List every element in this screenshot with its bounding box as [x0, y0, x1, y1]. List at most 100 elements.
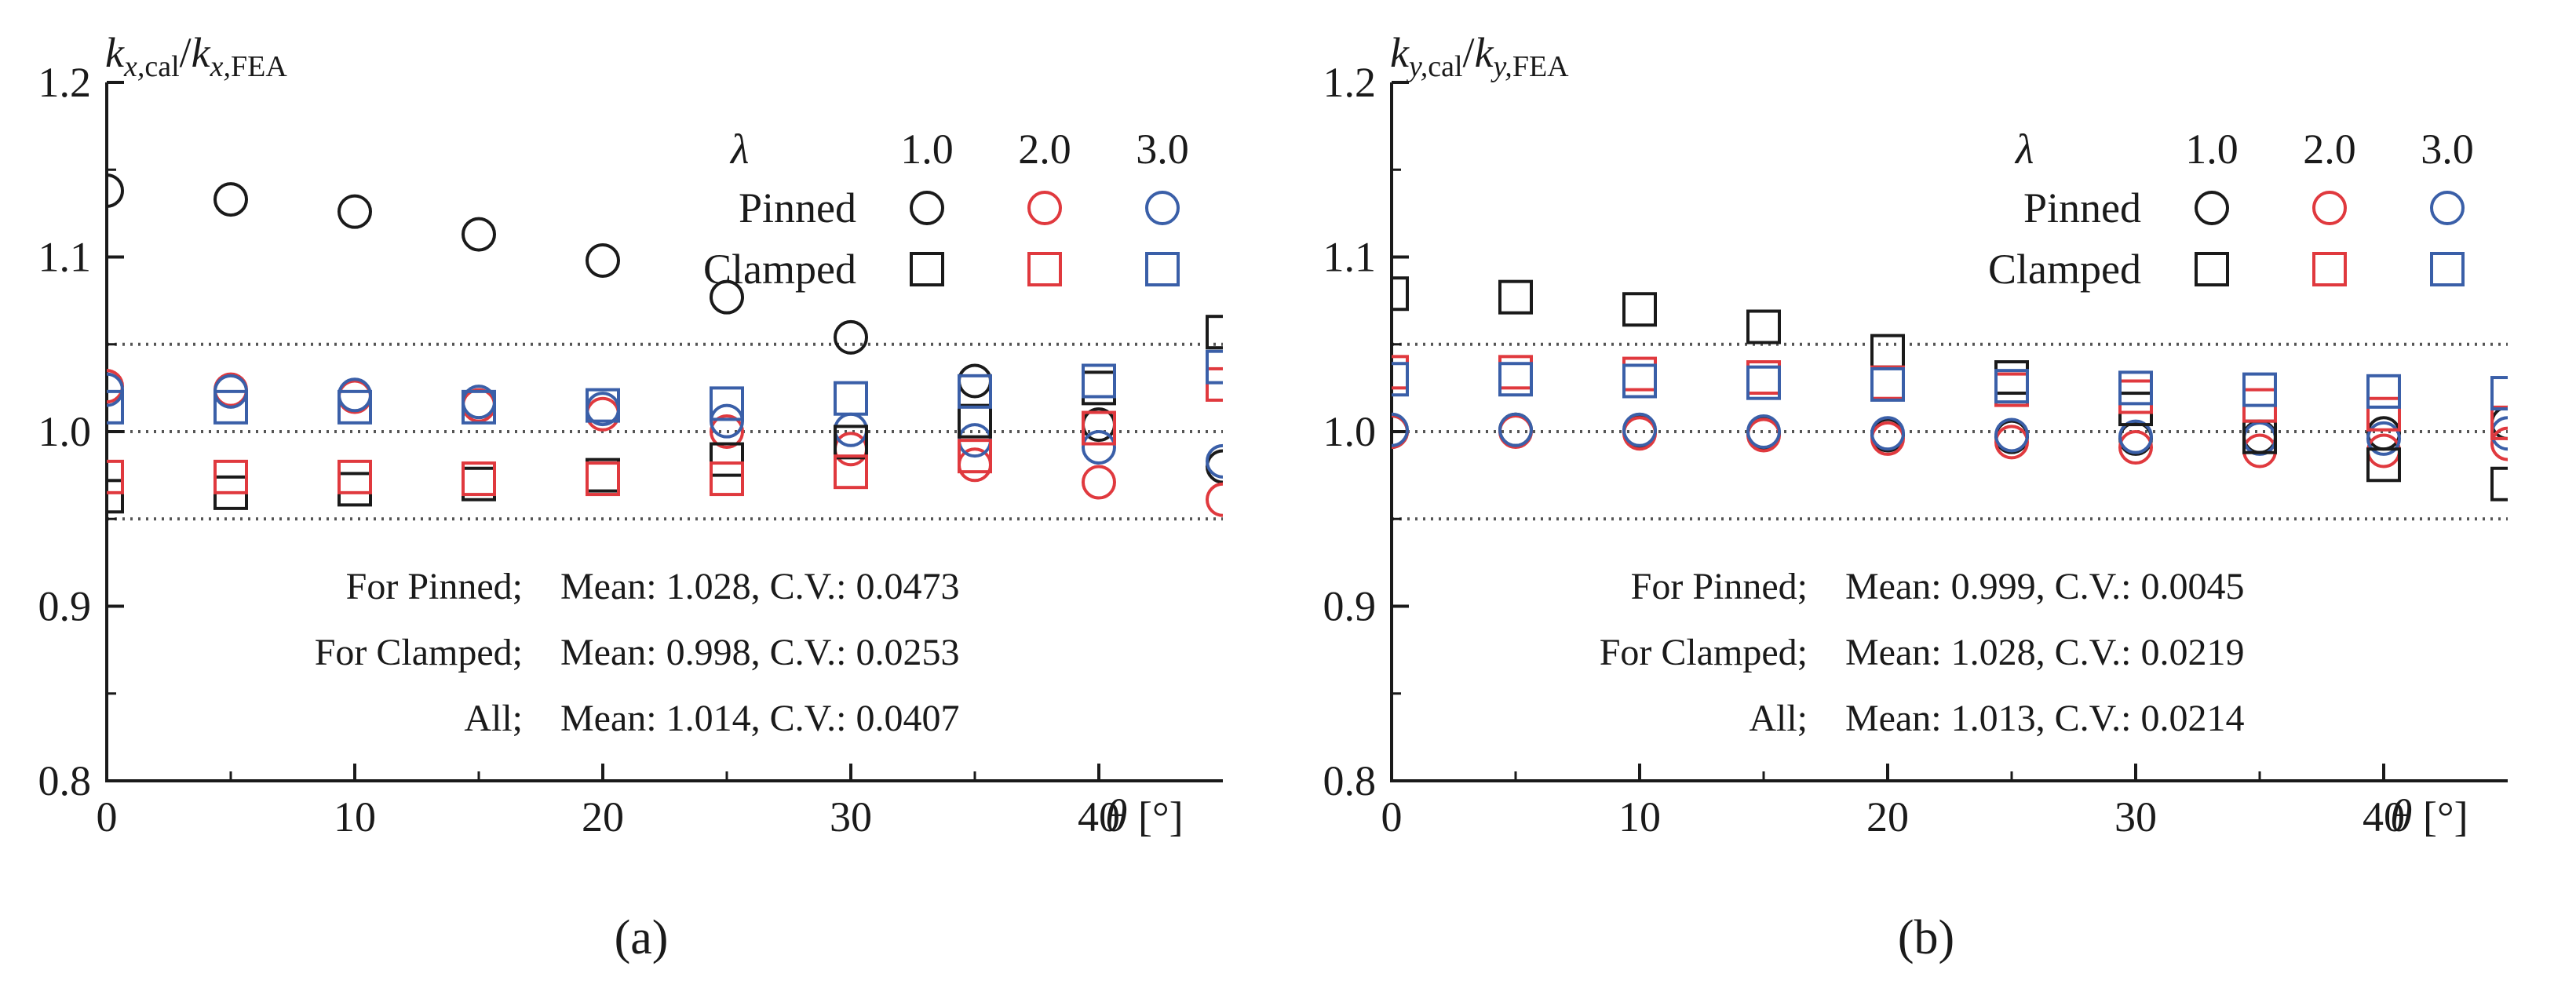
stats-block: For Pinned; Mean: 0.999, C.V.: 0.0045 For … [1600, 566, 2245, 739]
data-point-circle [213, 182, 248, 217]
data-point-square [1498, 362, 1533, 397]
data-point-square [2118, 370, 2153, 406]
legend-marker-circle [1145, 191, 1180, 225]
data-point-square [2490, 466, 2508, 501]
chart-panel-a: 0.8 0.9 1.0 1.1 1.2 0 10 20 30 40θ [°] kx,cal/kx,F… [38, 29, 1223, 964]
data-point-circle [1870, 416, 1905, 451]
data-point-circle [834, 319, 868, 355]
x-tick-label: 0 [1381, 793, 1403, 840]
x-tick-label: 20 [1866, 793, 1909, 840]
data-point-square [1622, 363, 1657, 399]
legend-row-label: Clamped [1988, 246, 2141, 293]
panel-label: (a) [615, 911, 669, 964]
data-point-square [2490, 405, 2508, 440]
legend-row-label: Pinned [739, 184, 856, 232]
x-tick-label: 10 [334, 793, 376, 840]
data-point-circle [2118, 419, 2153, 454]
x-axis-label: θ [°] [1105, 790, 1184, 841]
x-tick-label: 40 [2363, 793, 2405, 840]
y-tick-label: 1.2 [38, 59, 92, 106]
legend-marker-square [2312, 252, 2347, 286]
data-point-circle [958, 363, 992, 399]
stats-label: For Clamped; [315, 632, 523, 673]
data-point-square [338, 472, 372, 507]
data-point-square [1870, 365, 1905, 400]
legend-row-label: Clamped [703, 246, 856, 293]
legend-lambda-value: 1.0 [900, 126, 954, 173]
data-point-square [1498, 279, 1533, 315]
stats-label: All; [464, 698, 523, 739]
data-point-square [710, 461, 744, 497]
data-point-square [2490, 376, 2508, 411]
legend-marker-square [1145, 252, 1180, 286]
data-point-square [710, 442, 744, 477]
data-point-square [107, 389, 124, 425]
data-point-circle [1206, 482, 1223, 517]
data-point-square [338, 459, 372, 494]
chart-panel-b: 0.8 0.9 1.0 1.1 1.2 0 10 20 30 40θ [°] ky,cal/ky,F… [1323, 29, 2508, 964]
data-point-square [1498, 355, 1533, 390]
markers [1392, 276, 2508, 501]
legend: λ 1.0 2.0 3.0 Pinned Clamped [1988, 126, 2474, 293]
y-tick-label: 1.2 [1323, 59, 1377, 106]
data-point-square [1206, 366, 1223, 402]
data-point-square [1082, 370, 1116, 406]
y-tick-label: 0.8 [38, 757, 92, 804]
x-tick-label: 40 [1078, 793, 1120, 840]
data-point-square [213, 389, 248, 425]
data-point-square [2366, 396, 2401, 432]
data-point-circle [2118, 430, 2153, 465]
y-tick-label: 1.0 [1323, 408, 1377, 455]
data-point-circle [710, 403, 744, 439]
data-point-square [710, 386, 744, 421]
stats-block: For Pinned; Mean: 1.028, C.V.: 0.0473 For … [315, 566, 960, 739]
legend-lambda-value: 2.0 [2303, 126, 2356, 173]
data-point-circle [586, 242, 620, 278]
stats-label: All; [1749, 698, 1808, 739]
data-point-circle [1082, 465, 1116, 500]
stats-label: For Pinned; [346, 566, 523, 607]
legend-row-label: Pinned [2023, 184, 2141, 232]
stats-label: For Clamped; [1600, 632, 1808, 673]
legend: λ 1.0 2.0 3.0 Pinned Clamped [703, 126, 1189, 293]
data-point-circle [710, 414, 744, 449]
data-point-circle [2366, 421, 2401, 456]
data-point-circle [834, 432, 868, 467]
stats-label: For Pinned; [1631, 566, 1808, 607]
stats-value: Mean: 0.999, C.V.: 0.0045 [1845, 566, 2244, 607]
data-point-circle [710, 279, 744, 315]
data-point-square [2118, 379, 2153, 414]
legend-marker-square [1027, 252, 1062, 286]
legend-lambda-value: 3.0 [2421, 126, 2474, 173]
y-axis-label: kx,cal/kx,FEA [105, 29, 287, 83]
data-point-circle [1994, 417, 2029, 453]
data-point-circle [107, 372, 124, 407]
data-point-square [2366, 447, 2401, 483]
stats-value: Mean: 1.013, C.V.: 0.0214 [1845, 698, 2244, 739]
data-point-square [1994, 360, 2029, 396]
y-tick-label: 1.0 [38, 408, 92, 455]
data-point-square [1870, 366, 1905, 402]
y-tick-label: 0.9 [38, 583, 92, 630]
y-tick-label: 0.9 [1323, 583, 1377, 630]
data-point-square [213, 459, 248, 494]
data-point-square [1392, 362, 1409, 397]
markers [107, 173, 1223, 517]
data-point-square [1622, 292, 1657, 327]
y-tick-label: 1.1 [1323, 234, 1377, 281]
data-point-square [338, 389, 372, 425]
legend-marker-circle [910, 191, 944, 225]
data-point-circle [1746, 414, 1781, 449]
data-point-square [2242, 372, 2277, 407]
data-point-square [1746, 309, 1781, 345]
stats-value: Mean: 1.028, C.V.: 0.0219 [1845, 632, 2244, 673]
stats-value: Mean: 1.014, C.V.: 0.0407 [560, 698, 959, 739]
data-point-circle [958, 447, 992, 483]
x-tick-label: 30 [2114, 793, 2157, 840]
legend-lambda-value: 1.0 [2185, 126, 2238, 173]
legend-marker-circle [2430, 191, 2465, 225]
data-point-square [107, 479, 124, 514]
data-point-circle [338, 377, 372, 413]
x-tick-label: 30 [830, 793, 872, 840]
panel-label: (b) [1898, 911, 1954, 964]
